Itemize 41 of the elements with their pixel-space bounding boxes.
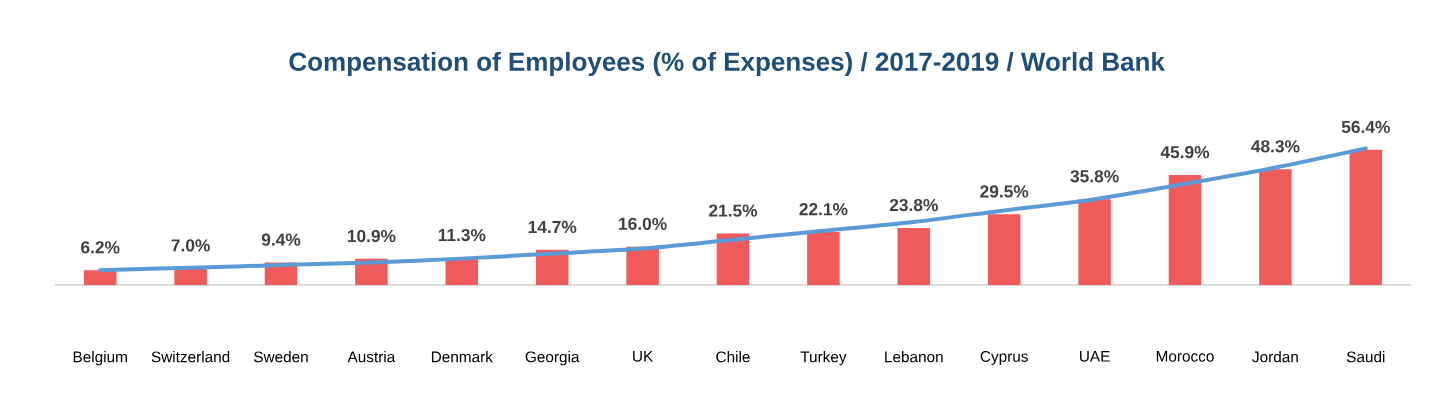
data-label: 23.8%	[889, 198, 938, 212]
data-label: 29.5%	[980, 185, 1029, 198]
bar	[987, 214, 1021, 285]
data-label: 16.0%	[619, 217, 667, 230]
data-label: 14.7%	[528, 220, 577, 234]
data-label: 45.9%	[1160, 145, 1210, 159]
x-tick-label: Saudi	[1346, 351, 1385, 363]
x-tick-label: Turkey	[800, 351, 847, 366]
bar	[626, 246, 659, 285]
x-tick-label: Sweden	[253, 351, 308, 363]
bar	[1078, 199, 1111, 285]
data-label: 48.3%	[1251, 140, 1300, 153]
bar	[1259, 169, 1292, 285]
x-tick-label: UAE	[1080, 351, 1110, 362]
data-label: 22.1%	[799, 203, 848, 216]
x-tick-label: UK	[633, 351, 654, 362]
chart-title: Compensation of Employees (% of Expenses) / 2017-2019 / World Bank	[289, 51, 1165, 77]
x-tick-label: Jordan	[1252, 351, 1298, 363]
bar	[1349, 149, 1383, 285]
bar	[897, 227, 931, 285]
bar	[807, 232, 840, 285]
data-label: 11.3%	[438, 228, 486, 242]
x-tick-label: Belgium	[73, 351, 127, 366]
data-label: 21.5%	[709, 204, 758, 217]
data-label: 6.2%	[81, 241, 120, 254]
data-label: 35.8%	[1070, 170, 1119, 183]
x-tick-label: Morocco	[1156, 351, 1214, 362]
bar	[716, 233, 750, 285]
data-label: 9.4%	[261, 233, 301, 246]
bar	[1168, 174, 1202, 285]
data-label: 10.9%	[347, 229, 396, 243]
data-label: 7.0%	[171, 239, 210, 252]
x-tick-label: Austria	[347, 351, 396, 363]
data-label: 56.4%	[1341, 120, 1390, 134]
bar	[83, 270, 117, 285]
x-tick-label: Georgia	[525, 351, 580, 366]
x-tick-label: Denmark	[431, 351, 493, 363]
x-tick-label: Lebanon	[885, 351, 943, 363]
x-tick-label: Chile	[716, 351, 750, 363]
x-tick-label: Cyprus	[980, 351, 1028, 365]
x-tick-label: Switzerland	[151, 351, 230, 363]
